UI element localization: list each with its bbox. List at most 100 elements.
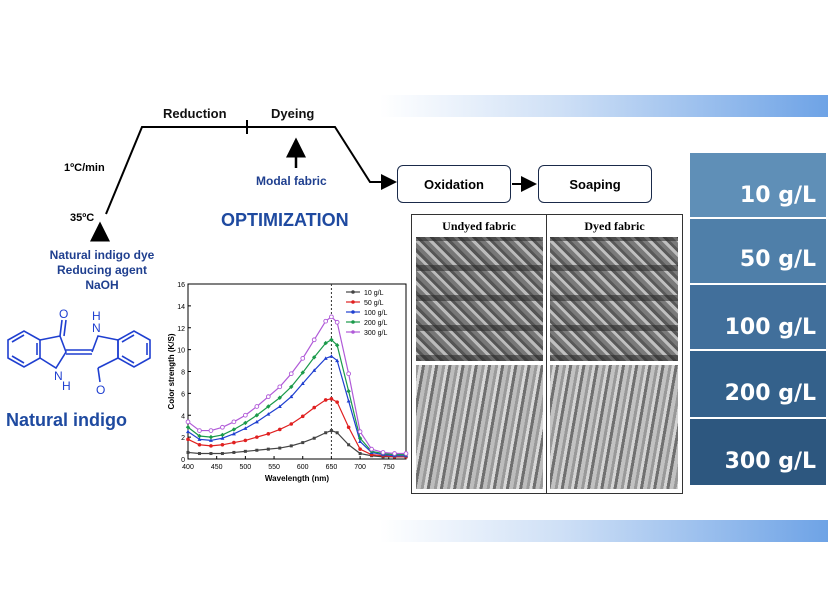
legend-marker xyxy=(351,310,355,314)
series-line-4 xyxy=(187,316,406,455)
data-point xyxy=(289,422,294,426)
swatch-label-10: 10 g/L xyxy=(739,183,816,208)
legend-marker xyxy=(351,300,355,304)
data-point xyxy=(266,432,271,436)
data-point xyxy=(300,370,305,375)
data-point xyxy=(289,394,294,399)
data-point xyxy=(254,404,260,409)
optimization-title: OPTIMIZATION xyxy=(221,210,349,230)
series-line-3 xyxy=(187,339,406,456)
data-point xyxy=(266,404,271,409)
swatch-label-50: 50 g/L xyxy=(739,247,816,272)
molecule-h-top: H xyxy=(92,309,101,323)
top-gradient-band xyxy=(380,95,828,117)
data-point xyxy=(209,444,213,448)
molecule-h-bottom: H xyxy=(62,379,71,393)
data-point xyxy=(289,384,294,390)
swatch-label-100: 100 g/L xyxy=(724,315,816,340)
data-point xyxy=(208,428,214,433)
legend-label: 50 g/L xyxy=(364,300,384,307)
modal-fabric-label: Modal fabric xyxy=(256,174,327,188)
input-reducing-agent: Reducing agent xyxy=(56,263,147,277)
data-point xyxy=(358,447,362,451)
dyed-title: Dyed fabric xyxy=(584,219,645,233)
legend-label: 100 g/L xyxy=(364,310,387,317)
data-point xyxy=(311,337,317,343)
data-point xyxy=(185,419,191,425)
soaping-box: Soaping xyxy=(538,165,652,203)
dyeing-label: Dyeing xyxy=(271,106,315,121)
sem-dyed-fiber xyxy=(550,365,678,489)
data-point xyxy=(277,404,282,408)
data-point xyxy=(300,414,305,419)
y-tick-label: 8 xyxy=(181,370,185,377)
sem-dyed-weave xyxy=(550,237,678,361)
data-point xyxy=(232,440,236,445)
x-tick-label: 500 xyxy=(240,464,252,471)
data-point xyxy=(335,431,339,435)
data-point xyxy=(186,429,190,434)
y-tick-label: 2 xyxy=(181,435,185,442)
data-point xyxy=(243,420,248,426)
legend-label: 10 g/L xyxy=(364,290,384,297)
data-point xyxy=(380,450,386,455)
data-point xyxy=(185,425,191,430)
x-axis-label: Wavelength (nm) xyxy=(265,474,329,483)
input-naoh: NaOH xyxy=(85,278,119,292)
data-point xyxy=(323,356,328,360)
y-axis-label: Color strength (K/S) xyxy=(168,333,176,409)
data-point xyxy=(255,435,259,439)
data-point xyxy=(300,381,305,386)
data-point xyxy=(220,452,224,456)
rate-label: 1ºC/min xyxy=(64,162,105,174)
data-point xyxy=(265,394,271,400)
data-point xyxy=(208,438,213,442)
data-point xyxy=(288,371,294,377)
data-point xyxy=(243,438,248,443)
data-point xyxy=(231,431,236,436)
x-tick-label: 600 xyxy=(297,464,309,471)
data-point xyxy=(197,428,202,433)
swatch-300: 300 g/L xyxy=(690,419,826,485)
data-point xyxy=(323,318,329,324)
data-point xyxy=(392,451,397,456)
data-point xyxy=(312,436,316,440)
data-point xyxy=(329,429,333,433)
data-point xyxy=(208,434,214,440)
data-point xyxy=(232,450,236,454)
data-point xyxy=(197,437,202,441)
data-point xyxy=(209,452,213,456)
data-point xyxy=(357,429,363,435)
data-point xyxy=(358,439,363,443)
data-point xyxy=(358,452,362,456)
data-point xyxy=(254,419,259,424)
y-tick-label: 0 xyxy=(181,457,185,464)
molecule-o-bottom: O xyxy=(96,383,105,396)
swatch-100: 100 g/L xyxy=(690,285,826,349)
sem-panel: Undyed fabric Dyed fabric xyxy=(411,214,683,494)
y-tick-label: 4 xyxy=(181,413,185,420)
reduction-label: Reduction xyxy=(163,106,227,121)
data-point xyxy=(266,412,271,416)
legend-label: 300 g/L xyxy=(364,330,387,337)
data-point xyxy=(255,448,259,452)
data-point xyxy=(369,446,374,452)
data-point xyxy=(254,413,260,418)
legend-marker xyxy=(351,320,355,324)
data-point xyxy=(323,398,328,402)
swatch-200: 200 g/L xyxy=(690,351,826,417)
data-point xyxy=(300,356,306,361)
molecule-o-top: O xyxy=(59,307,68,321)
data-point xyxy=(197,452,201,456)
oxidation-box: Oxidation xyxy=(397,165,511,203)
sem-undyed-fiber xyxy=(416,365,543,489)
swatch-label-200: 200 g/L xyxy=(724,381,816,406)
data-point xyxy=(277,427,282,432)
data-point xyxy=(266,447,270,451)
swatch-50: 50 g/L xyxy=(690,219,826,283)
data-point xyxy=(186,450,190,454)
y-tick-label: 10 xyxy=(177,348,185,355)
data-point xyxy=(231,427,237,432)
data-point xyxy=(346,371,351,377)
molecule-name: Natural indigo xyxy=(6,410,127,430)
